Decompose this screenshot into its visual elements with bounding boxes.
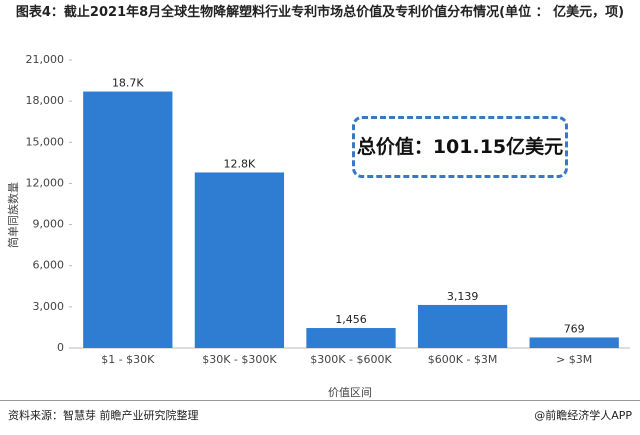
x-tick-label: $1 - $30K bbox=[101, 353, 155, 366]
x-tick-label: $600K - $3M bbox=[428, 353, 498, 366]
y-tick-label: 6,000 bbox=[33, 259, 65, 272]
data-label: 12.8K bbox=[224, 157, 256, 170]
bar bbox=[194, 172, 285, 348]
data-label: 3,139 bbox=[447, 290, 479, 303]
annotation: 总价值：101.15亿美元 bbox=[352, 116, 568, 178]
chart-title: 图表4：截止2021年8月全球生物降解塑料行业专利市场总价值及专利价值分布情况(… bbox=[15, 5, 625, 20]
data-label: 1,456 bbox=[335, 313, 367, 326]
source: 资料来源：智慧芽 前瞻产业研究院整理 bbox=[8, 409, 199, 422]
bar bbox=[529, 337, 619, 348]
y-tick-label: 18,000 bbox=[26, 94, 65, 107]
bar bbox=[83, 91, 173, 349]
brand: @前瞻经济学人APP bbox=[534, 409, 632, 422]
x-tick-label: $300K - $600K bbox=[310, 353, 392, 366]
data-label: 769 bbox=[564, 322, 585, 335]
data-label: 18.7K bbox=[112, 77, 144, 90]
divider bbox=[0, 400, 640, 401]
x-tick-label: $30K - $300K bbox=[202, 353, 277, 366]
x-axis-label: 价值区间 bbox=[328, 386, 372, 399]
x-tick-label: > $3M bbox=[556, 353, 592, 366]
y-tick-label: 12,000 bbox=[26, 176, 65, 189]
y-axis-label: 简单同族数量 bbox=[6, 182, 20, 248]
y-tick-label: 9,000 bbox=[33, 218, 65, 231]
y-tick-label: 3,000 bbox=[33, 300, 65, 313]
bar bbox=[417, 304, 508, 348]
y-tick-label: 15,000 bbox=[26, 135, 65, 148]
bar bbox=[306, 328, 396, 348]
y-tick-label: 21,000 bbox=[26, 53, 65, 66]
y-tick-label: 0 bbox=[57, 341, 64, 354]
